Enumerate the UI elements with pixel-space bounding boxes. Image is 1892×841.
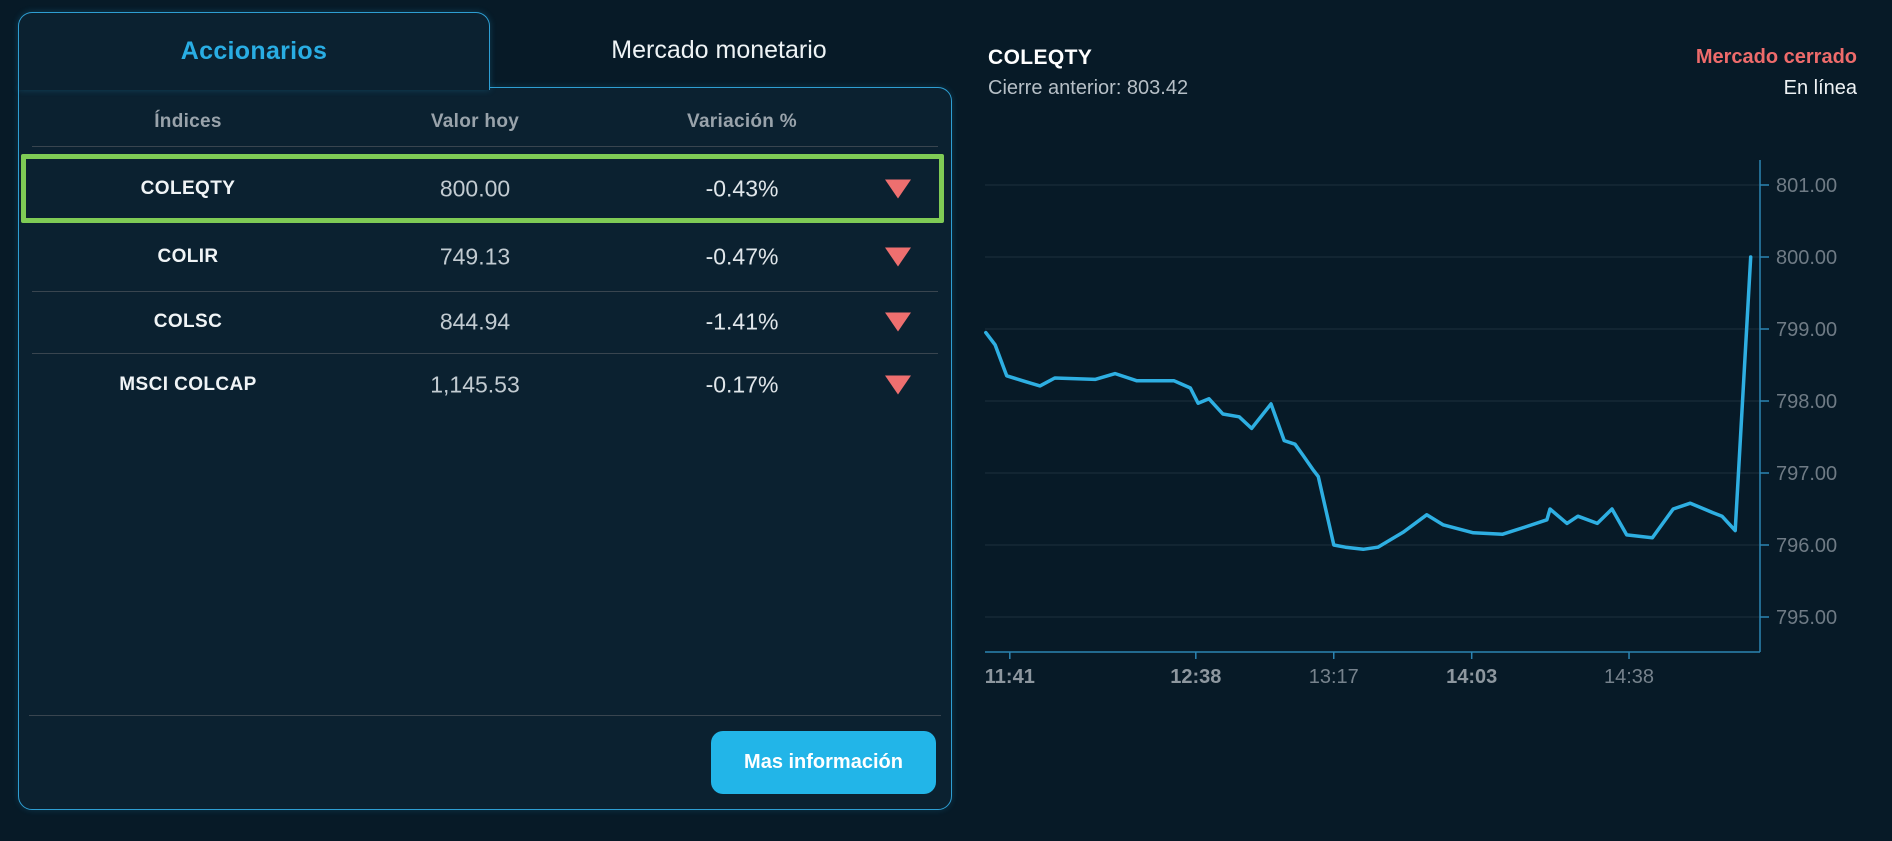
svg-text:798.00: 798.00	[1776, 391, 1837, 413]
svg-text:800.00: 800.00	[1776, 247, 1837, 269]
index-name: COLIR	[157, 246, 219, 267]
footer-divider	[29, 715, 941, 716]
index-name: MSCI COLCAP	[119, 374, 257, 395]
column-header-variacion: Variación %	[687, 111, 797, 132]
price-chart-svg: 801.00 800.00 799.00 798.00 797.00 796.00 795.…	[984, 160, 1837, 688]
row-divider	[32, 353, 938, 354]
index-value: 800.00	[439, 175, 511, 201]
index-variation: -0.17%	[705, 371, 779, 398]
index-variation: -1.41%	[705, 308, 779, 335]
table-row-colsc[interactable]: COLSC 844.94 -1.41%	[19, 291, 951, 353]
triangle-down-icon	[885, 247, 911, 267]
row-divider	[32, 291, 938, 292]
svg-text:12:38: 12:38	[1170, 666, 1221, 688]
triangle-down-icon	[885, 179, 911, 198]
tab-accionarios[interactable]: Accionarios	[18, 12, 490, 90]
svg-text:801.00: 801.00	[1776, 175, 1837, 197]
index-name: COLEQTY	[140, 177, 236, 199]
index-value: 1,145.53	[430, 371, 520, 398]
online-status-label: En línea	[1783, 77, 1857, 99]
more-info-button[interactable]: Mas información	[711, 731, 936, 794]
indices-panel: Índices Valor hoy Variación % COLEQTY 80…	[18, 87, 952, 810]
svg-text:795.00: 795.00	[1776, 607, 1837, 629]
chart-section: COLEQTY Cierre anterior: 803.42 Mercado …	[960, 40, 1892, 740]
tab-mercado-monetario[interactable]: Mercado monetario	[488, 12, 950, 88]
table-row-coleqty[interactable]: COLEQTY 800.00 -0.43%	[19, 154, 951, 223]
index-value: 844.94	[439, 308, 511, 335]
triangle-down-icon	[885, 312, 911, 332]
table-row-msci-colcap[interactable]: MSCI COLCAP 1,145.53 -0.17%	[19, 353, 951, 417]
previous-close-label: Cierre anterior: 803.42	[988, 77, 1189, 99]
svg-text:13:17: 13:17	[1309, 666, 1359, 688]
index-name: COLSC	[153, 311, 223, 332]
column-header-indices: Índices	[154, 111, 222, 132]
chart-title: COLEQTY	[988, 46, 1093, 69]
tab-mercado-monetario-label: Mercado monetario	[611, 35, 827, 64]
svg-text:14:03: 14:03	[1446, 666, 1497, 688]
svg-text:11:41: 11:41	[985, 666, 1035, 688]
table-header-row: Índices Valor hoy Variación %	[19, 98, 951, 146]
svg-text:799.00: 799.00	[1776, 319, 1837, 341]
svg-text:797.00: 797.00	[1776, 463, 1837, 485]
triangle-down-icon	[885, 375, 911, 395]
market-status-badge: Mercado cerrado	[1695, 46, 1857, 68]
index-variation: -0.43%	[705, 175, 779, 201]
table-row-colir[interactable]: COLIR 749.13 -0.47%	[19, 223, 951, 291]
column-header-valor-hoy: Valor hoy	[430, 111, 520, 132]
index-value: 749.13	[439, 243, 511, 270]
index-variation: -0.47%	[705, 243, 779, 270]
svg-text:796.00: 796.00	[1776, 535, 1837, 557]
svg-text:14:38: 14:38	[1604, 666, 1654, 688]
header-divider	[32, 146, 938, 147]
tab-accionarios-label: Accionarios	[180, 37, 328, 65]
